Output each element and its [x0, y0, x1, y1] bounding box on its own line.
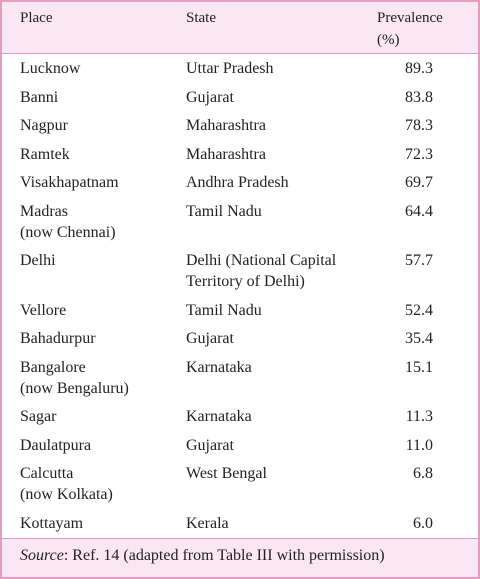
state-cell: Maharashtra	[186, 145, 266, 163]
prevalence-cell: 35.4	[405, 330, 433, 347]
prevalence-cell: 57.7	[405, 252, 433, 269]
prevalence-cell: 15.1	[405, 358, 433, 376]
place-cell: Delhi	[20, 252, 56, 269]
state-cell: West Bengal	[186, 465, 267, 482]
header-unit: (%)	[377, 32, 400, 48]
state-cell: Uttar Pradesh	[186, 60, 274, 77]
prevalence-cell: 89.3	[405, 60, 433, 77]
state-cell: Maharashtra	[186, 117, 266, 134]
place-cell: (now Bengaluru)	[20, 379, 129, 397]
prevalence-cell: 64.4	[405, 202, 433, 220]
place-cell: Sagar	[20, 408, 57, 425]
place-cell: Madras	[20, 202, 68, 220]
state-cell: Delhi (National Capital	[186, 252, 337, 269]
place-cell: (now Chennai)	[20, 223, 116, 241]
state-cell: Andhra Pradesh	[186, 174, 289, 191]
header-place: Place	[20, 10, 53, 26]
place-cell: Banni	[20, 88, 59, 106]
place-cell: Bahadurpur	[20, 330, 96, 347]
prevalence-cell: 6.8	[413, 465, 433, 482]
state-cell: Kerala	[186, 514, 229, 532]
prevalence-cell: 11.0	[405, 436, 433, 454]
state-cell: Tamil Nadu	[186, 301, 262, 319]
place-cell: Visakhapatnam	[20, 174, 119, 191]
state-cell: Karnataka	[186, 408, 252, 425]
state-cell: Territory of Delhi)	[186, 273, 305, 290]
prevalence-cell: 69.7	[405, 174, 433, 191]
state-cell: Gujarat	[186, 88, 234, 106]
place-cell: Daulatpura	[20, 436, 92, 454]
source-label: Source	[20, 547, 64, 564]
state-cell: Tamil Nadu	[186, 202, 262, 220]
source-note: Source: Ref. 14 (adapted from Table III …	[20, 545, 385, 566]
place-cell: Lucknow	[20, 60, 81, 77]
source-text: : Ref. 14 (adapted from Table III with p…	[63, 547, 385, 564]
header-state: State	[186, 10, 216, 26]
place-cell: Vellore	[20, 301, 67, 319]
prevalence-cell: 72.3	[405, 145, 433, 163]
state-cell: Gujarat	[186, 330, 234, 347]
state-cell: Gujarat	[186, 436, 234, 454]
header-row: Place State Prevalence (%)	[2, 2, 478, 54]
place-cell: Ramtek	[20, 145, 70, 163]
place-cell: Calcutta	[20, 465, 74, 482]
prevalence-cell: 6.0	[413, 514, 433, 532]
place-cell: Bangalore	[20, 358, 86, 376]
prevalence-cell: 78.3	[405, 117, 433, 134]
footer: Source: Ref. 14 (adapted from Table III …	[2, 538, 478, 577]
prevalence-cell: 83.8	[405, 88, 433, 106]
header-prevalence: Prevalence	[377, 10, 443, 26]
prevalence-cell: 11.3	[405, 408, 433, 425]
place-cell: Nagpur	[20, 117, 68, 134]
place-cell: Kottayam	[20, 514, 84, 532]
state-cell: Karnataka	[186, 358, 252, 376]
place-cell: (now Kolkata)	[20, 486, 113, 503]
prevalence-cell: 52.4	[405, 301, 433, 319]
